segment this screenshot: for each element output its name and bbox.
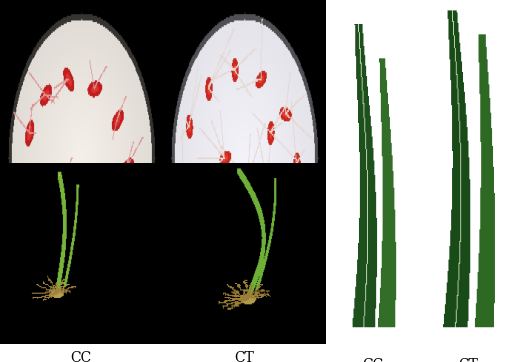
- Text: CT: CT: [234, 328, 254, 341]
- Text: CC: CC: [71, 351, 92, 362]
- Text: CC: CC: [71, 328, 92, 341]
- Text: CC: CC: [362, 358, 383, 362]
- Text: CT: CT: [458, 358, 478, 362]
- Text: CT: CT: [234, 351, 254, 362]
